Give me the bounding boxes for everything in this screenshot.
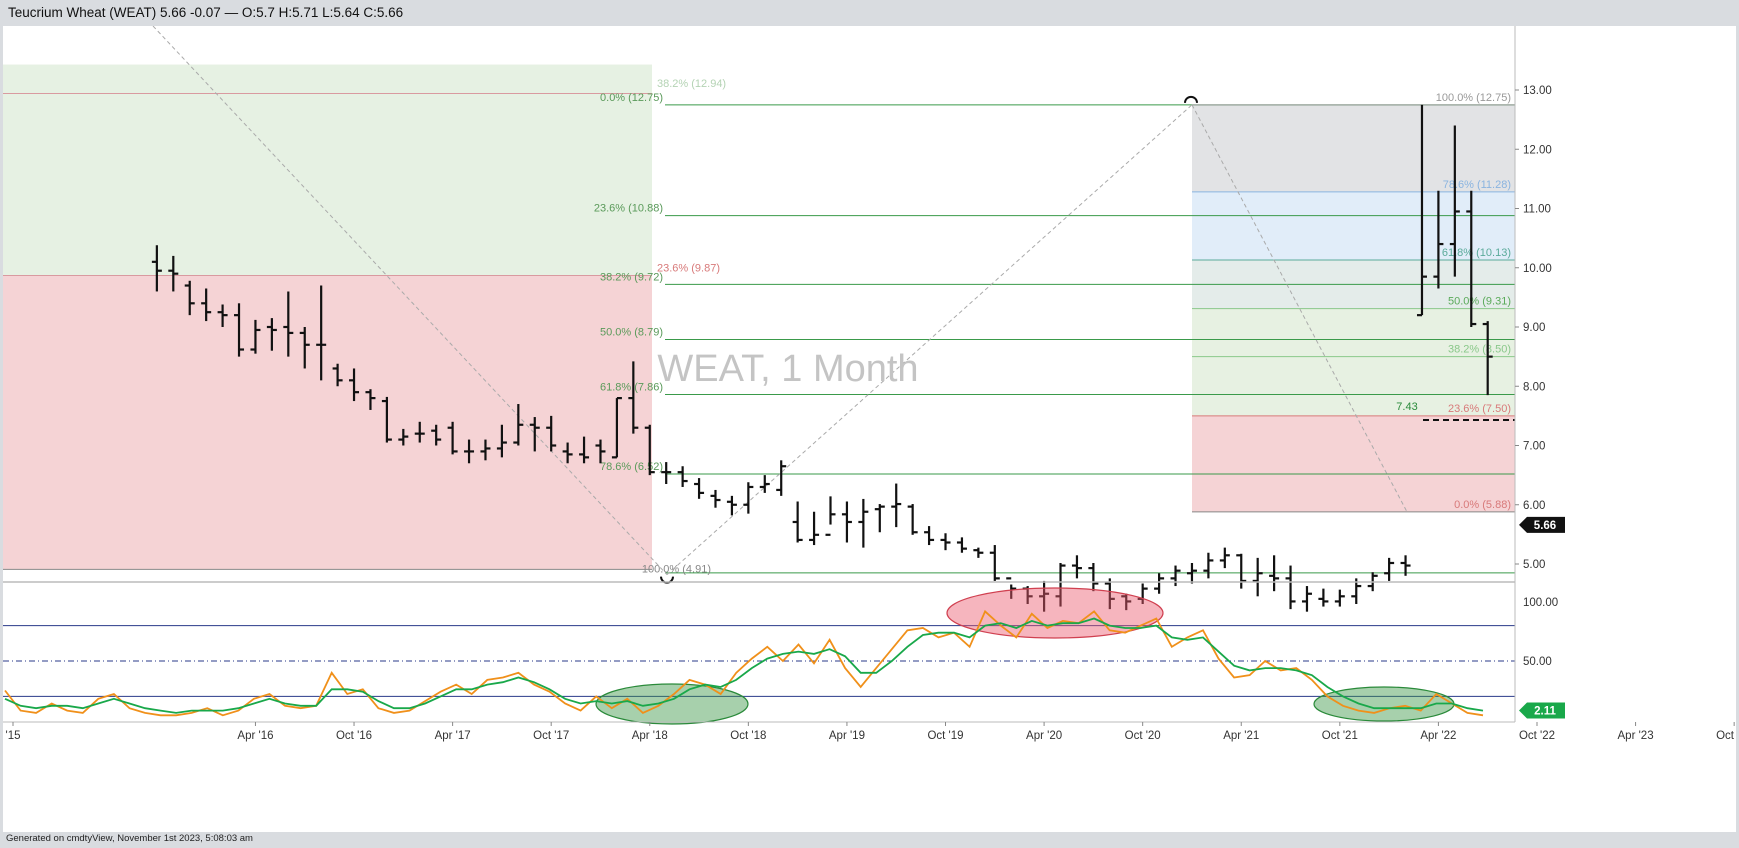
fib-label-6: 61.8% (7.86) [600, 382, 663, 394]
chart-header: Teucrium Wheat (WEAT) 5.66 -0.07 — O:5.7… [0, 0, 1739, 26]
x-tick-label-16: Oct '23 [1716, 730, 1736, 742]
price-tick-label-3: 8.00 [1523, 381, 1545, 393]
x-tick-label-8: Oct '19 [927, 730, 963, 742]
price-tick-label-4: 9.00 [1523, 322, 1545, 334]
x-tick-label-10: Oct '20 [1125, 730, 1161, 742]
fib-zone-blue [1192, 191, 1515, 261]
fib-zone-lower-pink [3, 275, 652, 570]
fib-label-11: 61.8% (10.13) [1442, 247, 1511, 259]
price-tick-label-0: 5.00 [1523, 559, 1545, 571]
fib-label-3: 23.6% (9.87) [657, 262, 720, 274]
oversold-ellipse-2019 [595, 683, 749, 725]
price-tick-label-8: 13.00 [1523, 85, 1552, 97]
x-tick-label-7: Apr '19 [829, 730, 865, 742]
x-tick-label-0: '15 [6, 730, 21, 742]
indicator-tick-label-1: 100.00 [1523, 597, 1558, 609]
fib-label-12: 50.0% (9.31) [1448, 296, 1511, 308]
last-price-label: 5.66 [1534, 520, 1556, 532]
fib-label-15: 0.0% (5.88) [1454, 499, 1511, 511]
price-tick-label-7: 12.00 [1523, 144, 1552, 156]
trend-line-1 [152, 26, 668, 576]
chart-watermark: WEAT, 1 Month [657, 348, 918, 390]
indicator-last-label: 2.11 [1534, 706, 1556, 718]
price-tick-label-5: 10.00 [1523, 263, 1552, 275]
price-tick-label-1: 6.00 [1523, 500, 1545, 512]
fib-zone-green-right [1192, 308, 1515, 416]
trend-line-2 [666, 104, 1193, 576]
fib-zone-pink-right [1192, 415, 1515, 512]
x-tick-label-14: Oct '22 [1519, 730, 1555, 742]
fib-label-13: 38.2% (8.50) [1448, 344, 1511, 356]
x-tick-label-13: Apr '22 [1420, 730, 1456, 742]
indicator-tick-label-0: 50.00 [1523, 656, 1552, 668]
annotation-price-label: 7.43 [1396, 401, 1417, 413]
fib-label-8: 100.0% (4.91) [642, 563, 711, 575]
fib-label-4: 38.2% (9.72) [600, 271, 663, 283]
swing-high-marker [1184, 95, 1198, 103]
price-tick-label-6: 11.00 [1523, 204, 1551, 216]
fib-label-0: 38.2% (12.94) [657, 78, 726, 90]
fib-label-7: 78.6% (6.52) [600, 461, 663, 473]
price-chart-svg[interactable]: 38.2% (12.94) 0.0% (12.75) 23.6% (10.88) 23… [3, 26, 1736, 832]
chart-area[interactable]: 38.2% (12.94) 0.0% (12.75) 23.6% (10.88) 23… [3, 26, 1736, 832]
fib-label-1: 0.0% (12.75) [600, 92, 663, 104]
x-tick-label-15: Apr '23 [1618, 730, 1654, 742]
x-tick-label-3: Apr '17 [435, 730, 471, 742]
x-tick-label-5: Apr '18 [632, 730, 668, 742]
chart-title: Teucrium Wheat (WEAT) 5.66 -0.07 — O:5.7… [8, 5, 404, 20]
x-tick-label-9: Apr '20 [1026, 730, 1062, 742]
x-tick-label-1: Apr '16 [237, 730, 273, 742]
fib-label-14: 23.6% (7.50) [1448, 403, 1511, 415]
footer-generated-text: Generated on cmdtyView, November 1st 202… [6, 833, 253, 844]
x-tick-label-11: Apr '21 [1223, 730, 1259, 742]
price-tick-label-2: 7.00 [1523, 441, 1545, 453]
fib-label-5: 50.0% (8.79) [600, 326, 663, 338]
stochastic-slow-line [4, 617, 1484, 714]
fib-zone-gray [1192, 104, 1515, 192]
fib-label-10: 78.6% (11.28) [1443, 179, 1511, 191]
fib-label-9: 100.0% (12.75) [1436, 92, 1511, 104]
indicator-last-badge [1519, 702, 1565, 719]
x-tick-label-6: Oct '18 [730, 730, 766, 742]
x-tick-label-2: Oct '16 [336, 730, 372, 742]
x-tick-label-12: Oct '21 [1322, 730, 1358, 742]
fib-zone-upper-green [3, 64, 652, 276]
fib-label-2: 23.6% (10.88) [594, 203, 663, 215]
x-tick-label-4: Oct '17 [533, 730, 569, 742]
stochastic-fast-line [4, 609, 1484, 717]
last-price-badge [1519, 516, 1565, 533]
